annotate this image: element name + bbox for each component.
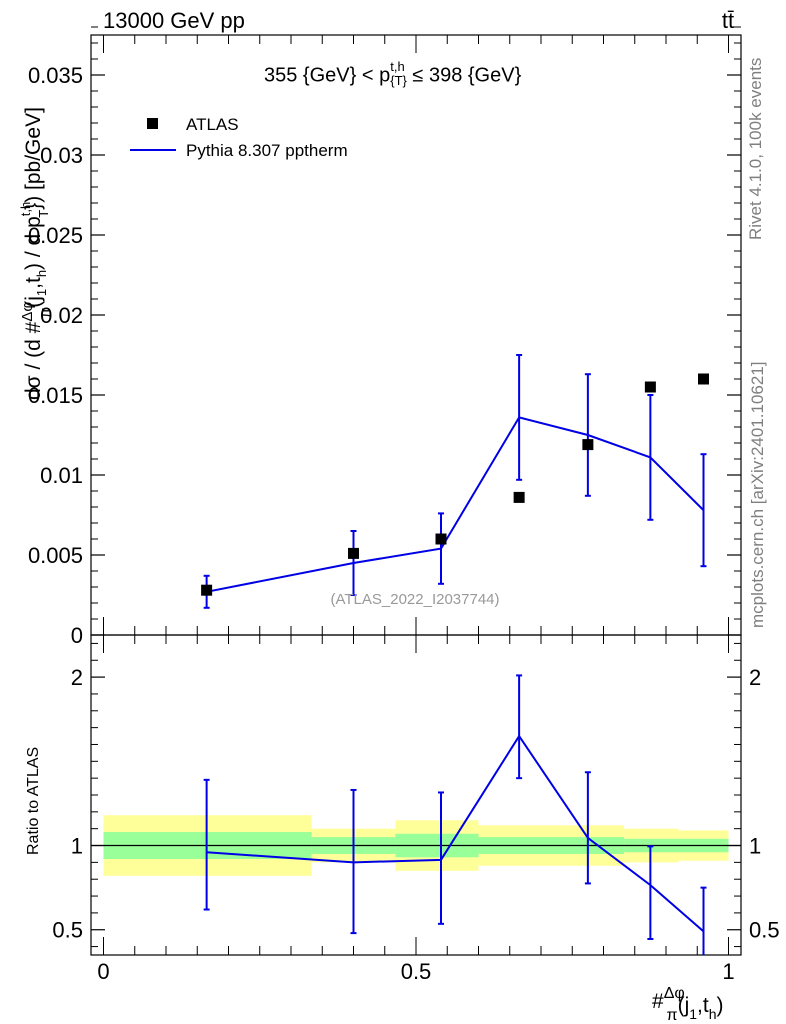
cut-label-sub: {T}	[390, 73, 407, 88]
ratio-series	[203, 674, 707, 955]
legend-atlas-label: ATLAS	[186, 115, 239, 134]
main-ytick-label: 0.01	[40, 463, 83, 488]
legend-atlas-marker	[147, 118, 158, 129]
atlas-point	[435, 533, 447, 545]
ratio-ytick-label-left: 0.5	[52, 918, 83, 943]
ratio-xtick-label: 0.5	[401, 959, 432, 984]
legend-pythia-label: Pythia 8.307 pptherm	[186, 141, 348, 160]
main-ytick-label: 0.005	[28, 543, 83, 568]
main-ytick-label: 0.035	[28, 63, 83, 88]
rivet-label: Rivet 4.1.0, 100k events	[746, 58, 765, 240]
main-y-axis-title: dσ / (d #Δφπ(j1,th) / d pt,h T}) [pb/GeV]	[18, 107, 54, 400]
atlas-point	[698, 373, 709, 385]
main-ytick-label: 0.02	[40, 303, 83, 328]
atlas-point	[348, 547, 359, 559]
legend: ATLAS Pythia 8.307 pptherm	[130, 115, 348, 160]
main-ytick-label: 0.03	[40, 143, 83, 168]
atlas-point	[644, 381, 656, 393]
ratio-ytick-label-right: 2	[749, 665, 761, 690]
x-axis-title: #Δφ π(j1,th)	[652, 985, 724, 1024]
main-ytick-label: 0.025	[28, 223, 83, 248]
axis-ticks	[91, 26, 741, 955]
ratio-ytick-label-left: 2	[71, 665, 83, 690]
atlas-point	[513, 491, 525, 503]
main-series	[201, 354, 709, 609]
atlas-point	[582, 439, 594, 451]
ratio-xtick-label: 0	[97, 959, 109, 984]
header-left: 13000 GeV pp	[103, 8, 245, 33]
ratio-ytick-label-right: 0.5	[749, 918, 780, 943]
main-ytick-label: 0	[71, 623, 83, 648]
ratio-ytick-label-left: 1	[71, 834, 83, 859]
ratio-bands	[91, 815, 741, 876]
atlas-point	[201, 584, 213, 596]
header-right: tt̄	[722, 8, 734, 33]
cut-label-sup: t,h	[390, 59, 405, 74]
ratio-frame	[90, 634, 742, 956]
ratio-ytick-label-right: 1	[749, 834, 761, 859]
cut-label-prefix: 355 {GeV} < p	[264, 64, 391, 87]
main-ytick-label: 0.015	[28, 383, 83, 408]
ratio-xtick-label: 1	[722, 959, 734, 984]
cut-label: 355 {GeV} < p t,h {T} ≤ 398 {GeV}	[264, 59, 522, 90]
analysis-watermark: (ATLAS_2022_I2037744)	[330, 591, 499, 608]
pythia-line	[206, 416, 705, 593]
mcplots-label: mcplots.cern.ch [arXiv:2401.10621]	[748, 362, 767, 628]
axis-tick-labels: 0 0.005 0.01 0.015 0.02 0.025 0.03 0.035 0 0.5 1 0.…	[28, 63, 780, 984]
cut-label-suffix: ≤ 398 {GeV}	[412, 64, 522, 87]
ratio-y-axis-title: Ratio to ATLAS	[25, 747, 42, 855]
